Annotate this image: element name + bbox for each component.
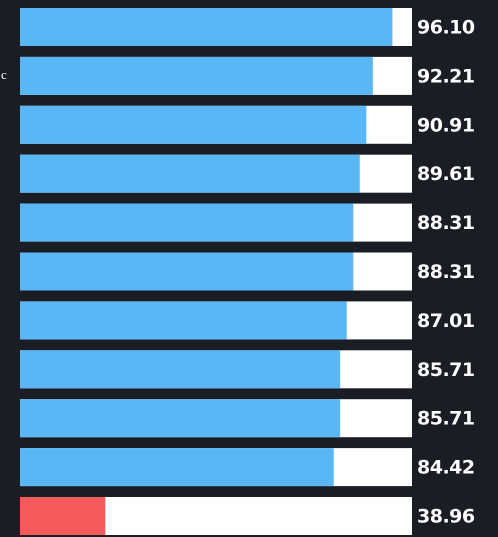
bar [20, 203, 354, 242]
bar [20, 252, 354, 291]
value-label: 84.42 [417, 457, 475, 479]
category-label: c [1, 67, 7, 82]
value-label: 38.96 [417, 506, 475, 528]
bar [20, 448, 334, 487]
value-label: 87.01 [417, 310, 475, 332]
bar [20, 154, 360, 193]
bar [20, 56, 373, 95]
value-label: 88.31 [417, 261, 475, 283]
value-label: 88.31 [417, 212, 475, 234]
bar [20, 8, 393, 46]
bar [20, 399, 341, 438]
value-label: 89.61 [417, 163, 475, 185]
bar [20, 350, 341, 389]
bar [20, 497, 106, 535]
value-label: 85.71 [417, 359, 475, 381]
bar [20, 105, 367, 144]
value-label: 96.10 [417, 17, 475, 39]
value-label: 92.21 [417, 65, 475, 87]
value-label: 85.71 [417, 408, 475, 430]
value-label: 90.91 [417, 114, 475, 136]
bar [20, 301, 347, 340]
